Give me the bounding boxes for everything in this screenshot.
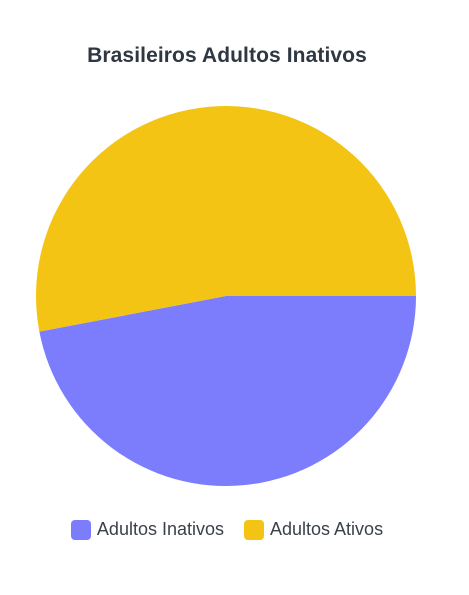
legend-swatch [71,520,91,540]
legend-item-adultos-inativos[interactable]: Adultos Inativos [71,519,224,540]
chart-legend: Adultos Inativos Adultos Ativos [0,519,454,540]
legend-item-adultos-ativos[interactable]: Adultos Ativos [244,519,383,540]
legend-swatch [244,520,264,540]
pie-slice-adultos-inativos [39,296,416,486]
legend-label: Adultos Inativos [97,519,224,540]
legend-label: Adultos Ativos [270,519,383,540]
